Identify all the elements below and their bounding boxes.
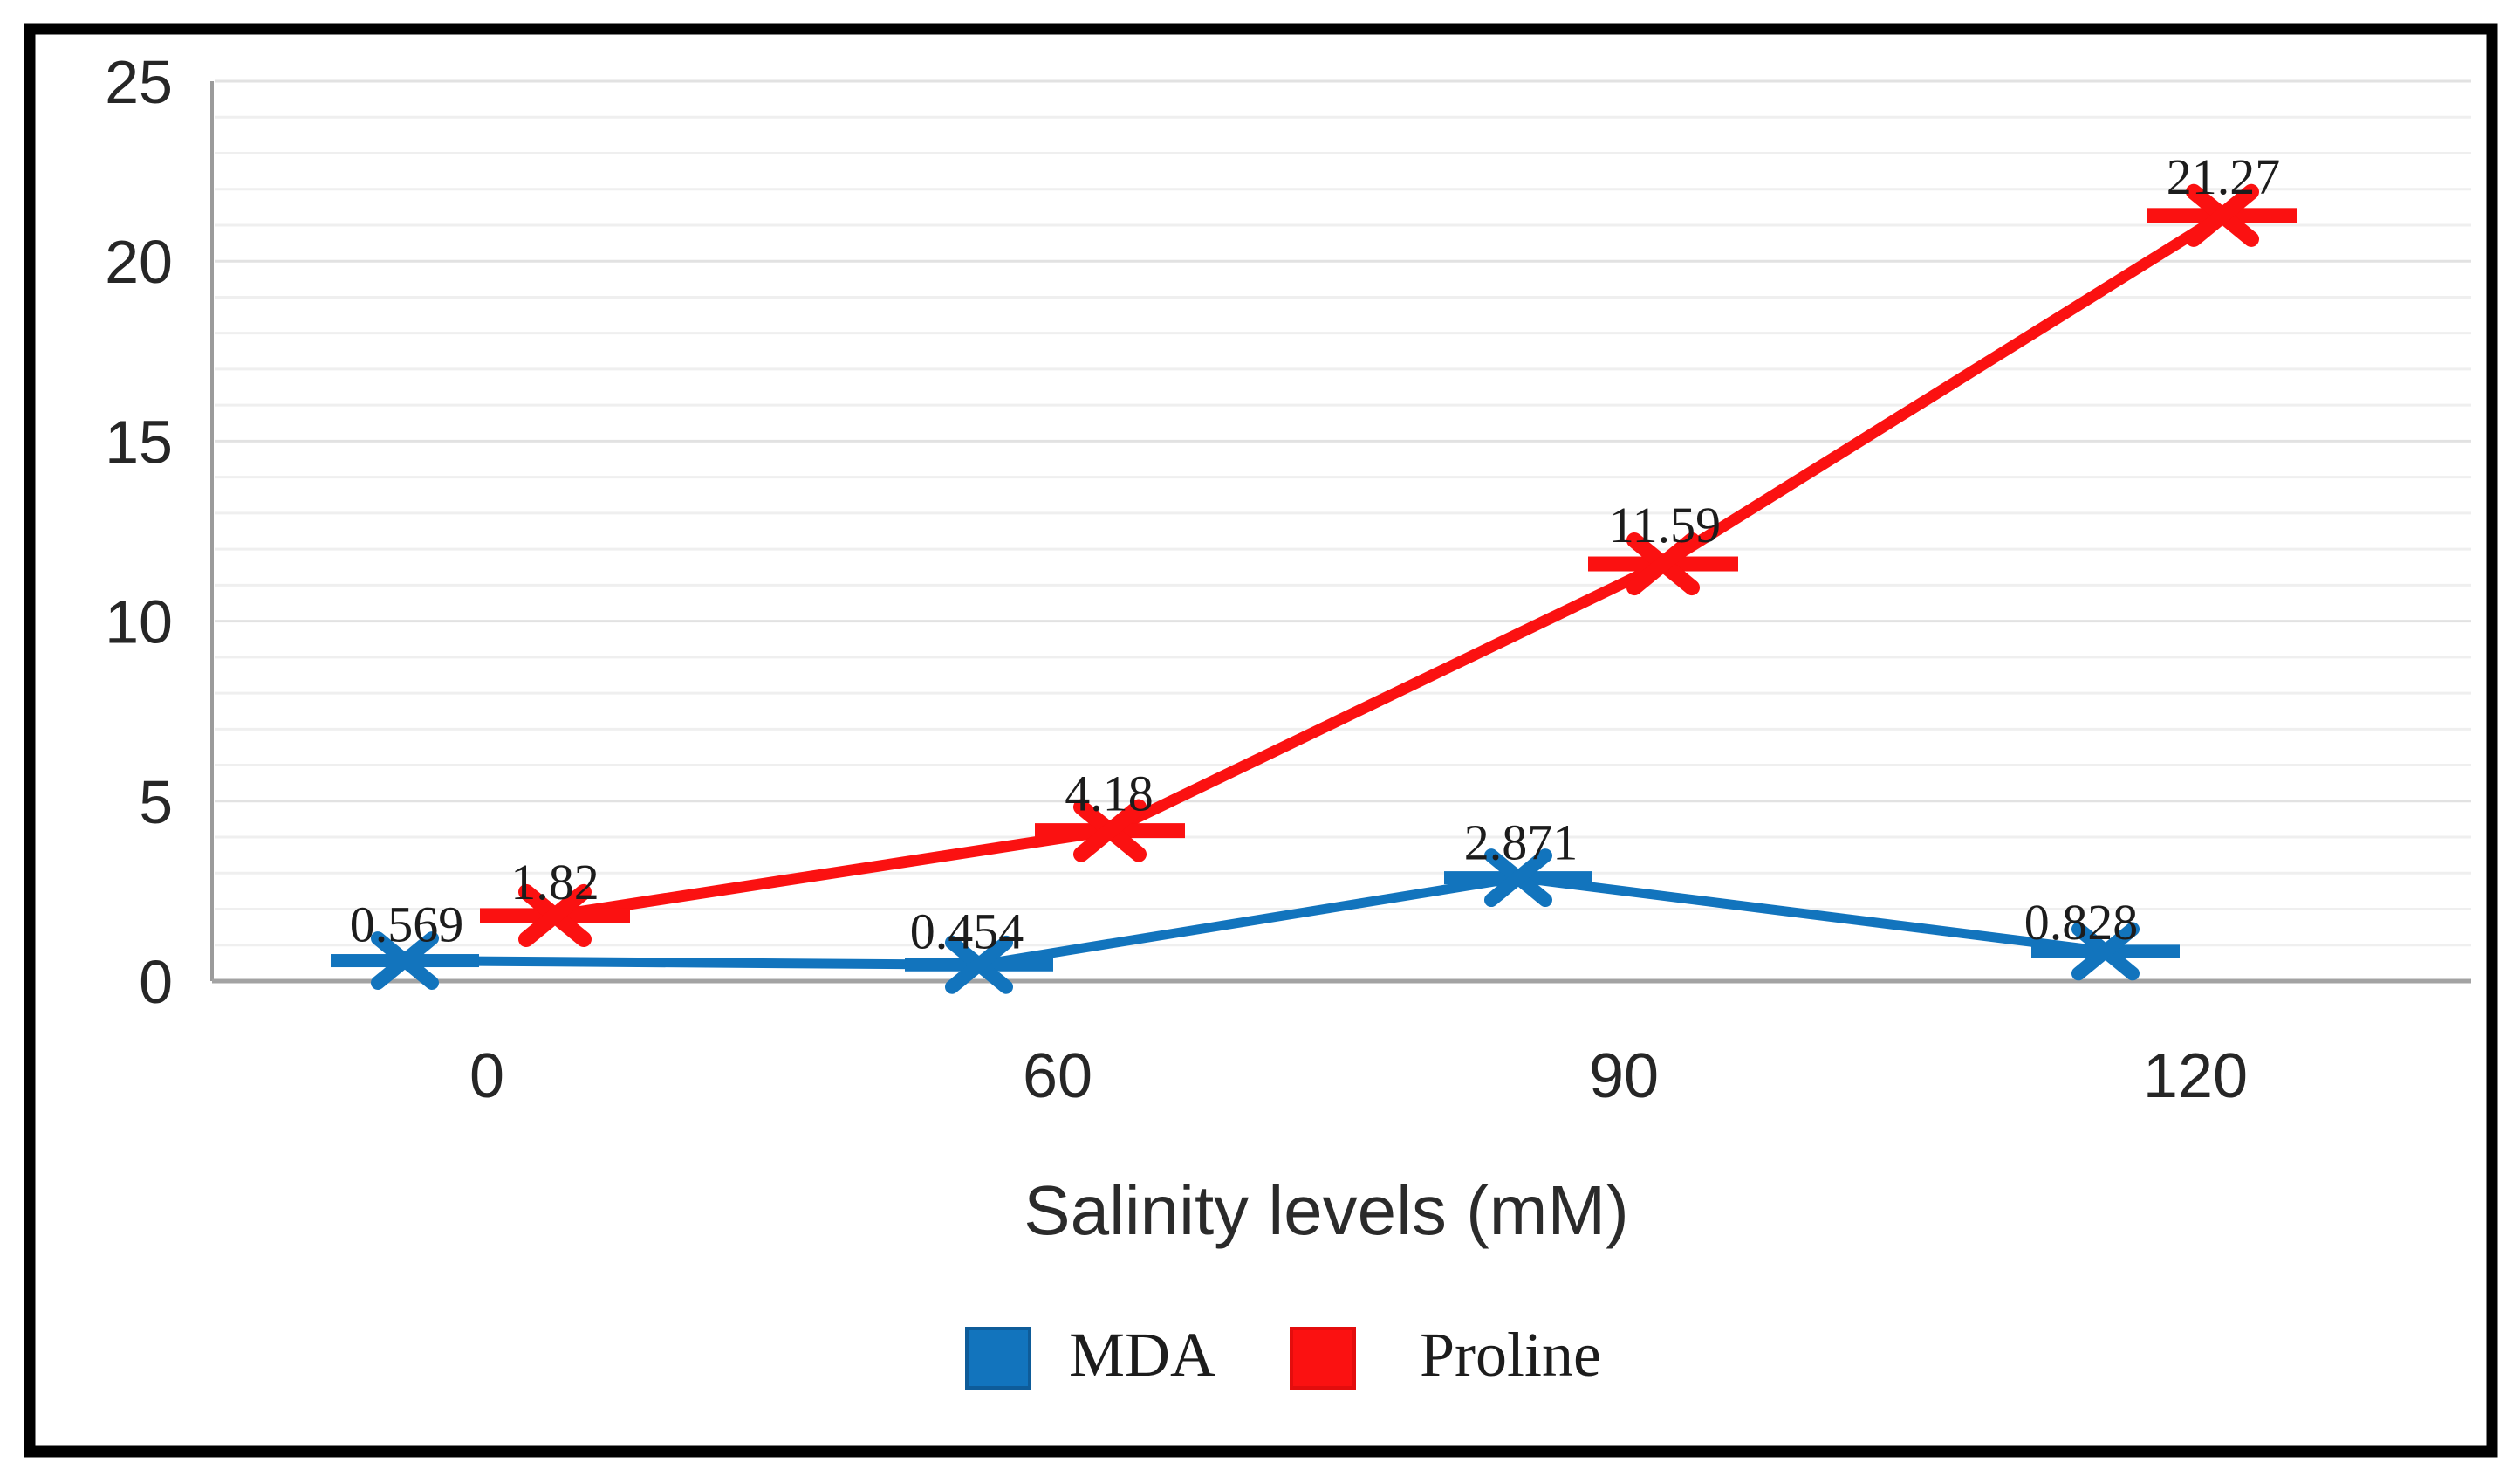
- axes: [210, 81, 2471, 984]
- mda-point-label: 0.454: [910, 903, 1024, 959]
- figure-border: [24, 23, 2498, 1458]
- mda-marker-x: [1484, 848, 1552, 908]
- mda-point-label: 2.871: [1464, 814, 1578, 871]
- y-tick-label: 5: [139, 768, 173, 836]
- proline-point-label: 11.59: [1609, 497, 1721, 553]
- series-lines-and-markers: 0.569 0.454 2.871 0.828 1.82 4.18 11.59 21.27: [331, 148, 2297, 994]
- mda-line: [404, 873, 2106, 970]
- legend: MDA Proline: [965, 1320, 1601, 1390]
- legend-swatch-mda: [965, 1327, 1031, 1390]
- x-tick-label: 120: [2143, 1041, 2248, 1111]
- y-tick-label: 20: [105, 228, 173, 296]
- mda-marker-x: [2071, 922, 2140, 981]
- x-tick-label: 60: [1023, 1041, 1092, 1111]
- legend-swatch-proline: [1290, 1327, 1356, 1390]
- y-tick-label: 0: [139, 948, 173, 1016]
- axis-tick-labels: 0 5 10 15 20 25 0 60 90 120: [105, 48, 2248, 1111]
- proline-point-label: 4.18: [1065, 766, 1154, 822]
- proline-line: [554, 210, 2226, 922]
- proline-marker-x: [518, 883, 592, 948]
- mda-marker-x: [945, 935, 1013, 994]
- y-tick-label: 15: [105, 408, 173, 476]
- y-tick-label: 25: [105, 48, 173, 116]
- proline-marker-x: [1626, 532, 1700, 596]
- x-tick-label: 0: [469, 1041, 504, 1111]
- mda-marker-x: [371, 931, 439, 990]
- proline-marker-x: [2186, 183, 2259, 247]
- x-tick-label: 90: [1589, 1041, 1659, 1111]
- proline-point-label: 1.82: [510, 854, 599, 910]
- proline-point-label: 21.27: [2167, 148, 2281, 205]
- proline-marker-x: [1073, 799, 1147, 862]
- mda-point-label: 0.828: [2024, 894, 2139, 951]
- y-tick-label: 10: [105, 588, 173, 656]
- gridlines: [215, 79, 2471, 947]
- x-axis-title: Salinity levels (mM): [1024, 1171, 1628, 1249]
- legend-label-mda: MDA: [1069, 1320, 1215, 1390]
- legend-label-proline: Proline: [1420, 1320, 1601, 1390]
- mda-point-label: 0.569: [350, 896, 464, 953]
